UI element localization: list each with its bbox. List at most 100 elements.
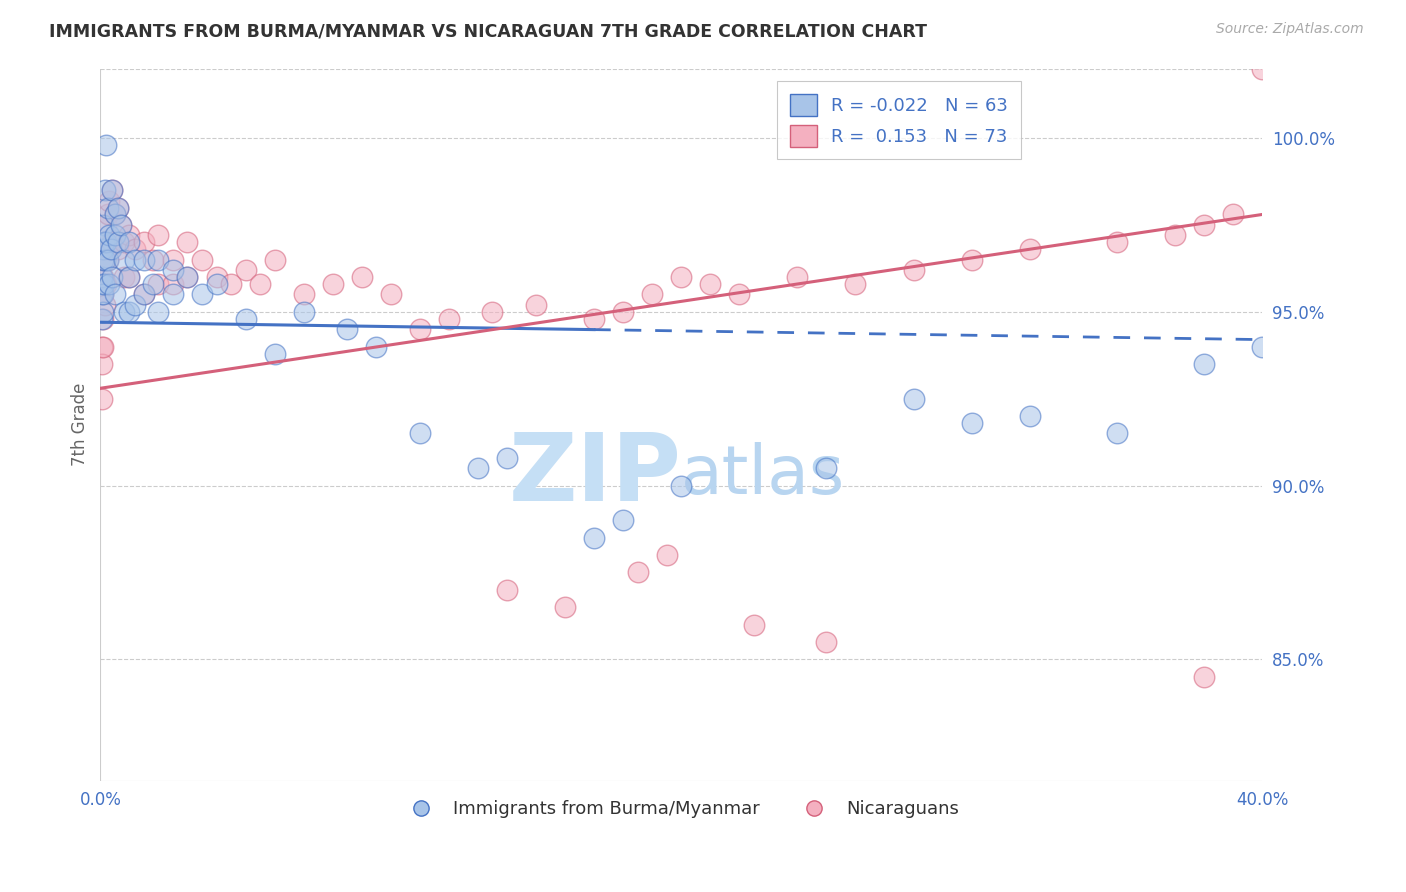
Point (91, 340, 114, 354)
Point (110, 218, 132, 232)
Point (176, 270, 198, 285)
Point (496, 450, 519, 465)
Point (815, 635, 838, 649)
Point (205, 277, 228, 291)
Point (249, 277, 271, 291)
Point (104, 207, 127, 221)
Point (90, 311, 112, 326)
Point (235, 263, 257, 277)
Point (97, 207, 120, 221)
Point (93, 252, 115, 267)
Point (101, 183, 124, 197)
Point (132, 287, 155, 301)
Point (176, 270, 198, 285)
Point (142, 252, 165, 267)
Point (1192, 670, 1215, 684)
Point (96, 277, 118, 291)
Point (669, 478, 692, 492)
Point (96, 235, 118, 250)
Point (728, 287, 751, 301)
Point (132, 235, 155, 250)
Point (292, 287, 315, 301)
Point (110, 218, 132, 232)
Point (409, 322, 432, 336)
Point (960, 416, 983, 430)
Point (91, 287, 114, 301)
Point (91, 252, 114, 267)
Point (98, 242, 121, 256)
Point (112, 252, 135, 267)
Point (101, 183, 124, 197)
Point (91, 242, 114, 256)
Point (118, 228, 141, 243)
Point (97, 252, 120, 267)
Point (583, 531, 606, 545)
Point (124, 242, 146, 256)
Point (1251, 62, 1274, 76)
Point (101, 270, 124, 285)
Point (118, 270, 141, 285)
Point (148, 228, 170, 243)
Point (844, 277, 866, 291)
Point (132, 287, 155, 301)
Point (107, 201, 129, 215)
Point (97, 252, 120, 267)
Point (91, 218, 114, 232)
Point (162, 252, 184, 267)
Point (162, 277, 184, 291)
Point (132, 252, 155, 267)
Point (90, 277, 112, 291)
Point (263, 346, 285, 360)
Point (93, 252, 115, 267)
Point (524, 298, 547, 312)
Point (612, 305, 634, 319)
Point (93, 235, 115, 250)
Point (322, 277, 344, 291)
Point (292, 305, 315, 319)
Point (93, 298, 115, 312)
Point (162, 263, 184, 277)
Point (142, 277, 165, 291)
Point (162, 287, 184, 301)
Point (627, 566, 650, 580)
Point (93, 277, 115, 291)
Point (118, 305, 141, 319)
Point (91, 287, 114, 301)
Point (90, 340, 112, 354)
Point (641, 287, 664, 301)
Point (263, 252, 285, 267)
Point (112, 270, 135, 285)
Point (191, 287, 214, 301)
Point (90, 357, 112, 371)
Point (107, 235, 129, 250)
Point (481, 305, 503, 319)
Point (90, 287, 112, 301)
Point (112, 305, 135, 319)
Point (104, 207, 127, 221)
Text: IMMIGRANTS FROM BURMA/MYANMAR VS NICARAGUAN 7TH GRADE CORRELATION CHART: IMMIGRANTS FROM BURMA/MYANMAR VS NICARAG… (49, 22, 927, 40)
Point (96, 218, 118, 232)
Point (104, 287, 127, 301)
Legend: Immigrants from Burma/Myanmar, Nicaraguans: Immigrants from Burma/Myanmar, Nicaragua… (395, 793, 967, 825)
Point (124, 252, 146, 267)
Point (1018, 242, 1040, 256)
Point (350, 270, 373, 285)
Point (612, 513, 634, 527)
Point (786, 270, 808, 285)
Point (1164, 228, 1187, 243)
Point (437, 311, 460, 326)
Point (219, 277, 242, 291)
Point (467, 461, 489, 475)
Point (1192, 357, 1215, 371)
Point (90, 270, 112, 285)
Text: ZIP: ZIP (509, 429, 681, 521)
Point (112, 235, 135, 250)
Point (91, 270, 114, 285)
Point (93, 235, 115, 250)
Point (104, 228, 127, 243)
Point (107, 242, 129, 256)
Point (124, 298, 146, 312)
Point (118, 270, 141, 285)
Point (815, 461, 838, 475)
Point (98, 194, 121, 208)
